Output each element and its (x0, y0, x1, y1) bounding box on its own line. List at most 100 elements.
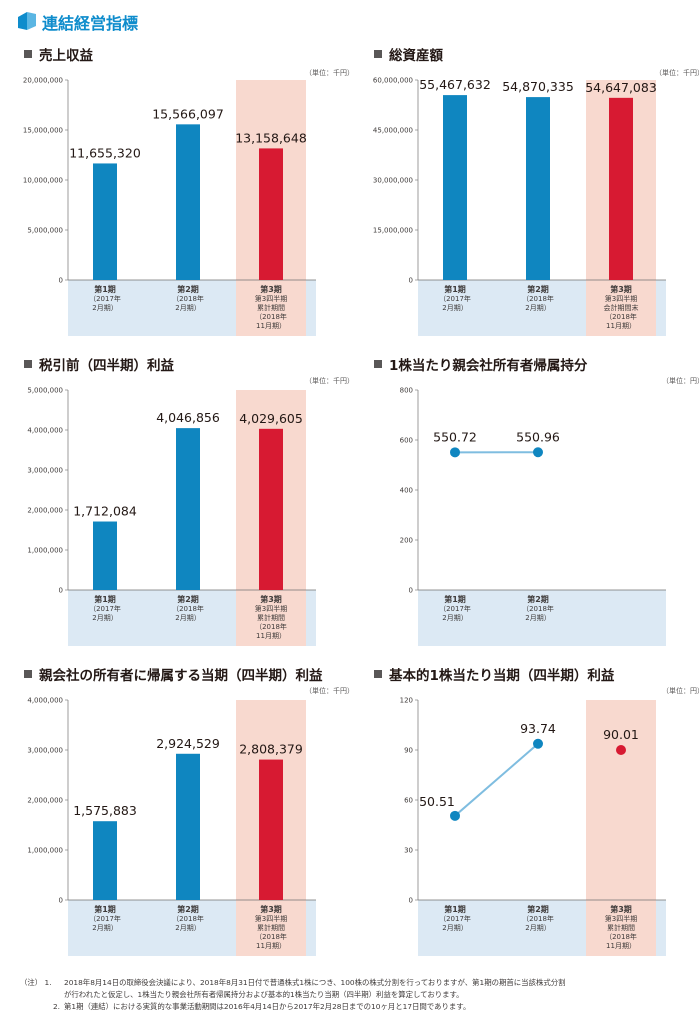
y-tick-label: 4,000,000 (27, 697, 63, 705)
data-point (616, 744, 626, 755)
highlight-column-base (236, 280, 306, 336)
y-tick-label: 30 (404, 847, 413, 855)
series-line (454, 743, 539, 817)
y-tick-label: 0 (59, 897, 63, 905)
footnote-number: 1. (44, 978, 52, 987)
revenue-chart-panel: 売上収益 （単位：千円） 0 5,000,000 10,000,000 15,000,… (14, 44, 364, 344)
y-tick-label: 10,000,000 (23, 177, 63, 185)
category-label: 第3期 (610, 284, 632, 294)
page-title: 連結経営指標 (42, 14, 139, 33)
data-label: 1,712,084 (73, 504, 137, 519)
category-sublabel: （2018年 (255, 312, 287, 321)
chart-title-text: 1株当たり親会社所有者帰属持分 (389, 358, 588, 374)
y-tick-label: 0 (409, 897, 413, 905)
category-sublabel: 第3四半期 (255, 914, 287, 923)
category-sublabel: 2月期） (525, 304, 550, 312)
highlight-column-base (236, 900, 306, 956)
data-label: 550.72 (433, 429, 477, 444)
category-label: 第2期 (177, 904, 199, 914)
y-tick-label: 3,000,000 (27, 467, 63, 475)
category-sublabel: 2月期） (175, 304, 200, 312)
footnote-tag-text: （注） (20, 978, 43, 987)
category-sublabel: 第3四半期 (605, 294, 637, 303)
unit-label: （単位：円） (662, 687, 699, 695)
category-sublabel: 2月期） (442, 614, 467, 622)
chart-title: 売上収益 (24, 44, 93, 64)
data-point (533, 738, 543, 749)
bar (176, 753, 200, 900)
eps-chart: 0306090120第1期（2017年2月期）第2期（2018年2月期）第3期第… (400, 697, 666, 956)
category-label: 第1期 (94, 594, 116, 604)
footnote-1-continued: が行われたと仮定し、1株当たり親会社所有者帰属持分および基本的1株当たり当期（四… (64, 990, 464, 999)
category-sublabel: 11月期） (606, 942, 636, 950)
y-tick-label: 0 (409, 277, 413, 285)
chart-title: 親会社の所有者に帰属する当期（四半期）利益 (24, 664, 323, 684)
category-sublabel: 2月期） (442, 924, 467, 932)
footnote-text: 2018年8月14日の取締役会決議により、2018年8月31日付で普通株式1株に… (64, 978, 566, 987)
y-tick-label: 5,000,000 (27, 227, 63, 235)
chart-title-text: 税引前（四半期）利益 (39, 358, 174, 374)
category-label: 第1期 (444, 594, 466, 604)
data-label: 4,046,856 (156, 410, 220, 425)
total-assets-chart: 0 15,000,000 30,000,000 45,000,000 60,000,00… (373, 77, 666, 336)
data-label: 15,566,097 (152, 106, 224, 121)
chart-title-text: 総資産額 (389, 48, 443, 64)
data-point (450, 447, 460, 458)
category-sublabel: （2018年 (255, 932, 287, 941)
category-label: 第1期 (94, 904, 116, 914)
data-label: 50.51 (419, 794, 455, 809)
y-tick-label: 60,000,000 (373, 77, 413, 85)
y-tick-label: 60 (404, 797, 413, 805)
category-sublabel: （2018年 (522, 914, 554, 923)
y-tick-label: 1,000,000 (27, 547, 63, 555)
y-tick-label: 20,000,000 (23, 77, 63, 85)
data-label: 2,924,529 (156, 736, 220, 751)
highlight-column-base (586, 900, 656, 956)
category-sublabel: （2017年 (439, 604, 471, 613)
category-label: 第2期 (527, 284, 549, 294)
chart-title: 基本的1株当たり当期（四半期）利益 (374, 664, 614, 684)
unit-label: （単位：千円） (305, 687, 354, 695)
footnote-text: 第1期（連結）における実質的な事業活動期間は2016年4月14日から2017年2… (64, 1002, 471, 1011)
y-tick-label: 3,000,000 (27, 747, 63, 755)
category-label: 第2期 (177, 594, 199, 604)
bar (93, 163, 117, 280)
y-tick-label: 4,000,000 (27, 427, 63, 435)
category-sublabel: 第3四半期 (255, 294, 287, 303)
category-sublabel: （2017年 (439, 914, 471, 923)
y-tick-label: 0 (409, 587, 413, 595)
category-sublabel: （2018年 (172, 604, 204, 613)
bar (259, 759, 283, 900)
bullet-square-icon (24, 670, 32, 678)
y-tick-label: 2,000,000 (27, 797, 63, 805)
data-label: 54,647,083 (585, 80, 657, 95)
bar (443, 95, 467, 280)
category-sublabel: 会計期間末 (604, 303, 639, 312)
highlight-column-base (236, 590, 306, 646)
total-assets-chart-panel: 総資産額 （単位：千円） 0 15,000,000 30,000,000 45,000… (364, 44, 699, 344)
bar (259, 428, 283, 590)
category-sublabel: （2017年 (89, 914, 121, 923)
net-profit-chart: 0 1,000,000 2,000,000 3,000,000 4,000,000 第1期… (27, 697, 316, 956)
y-tick-label: 2,000,000 (27, 507, 63, 515)
bullet-square-icon (24, 360, 32, 368)
y-tick-label: 15,000,000 (23, 127, 63, 135)
footnotes: （注） 1. 2018年8月14日の取締役会決議により、2018年8月31日付で… (20, 977, 690, 1013)
bar (93, 521, 117, 590)
category-sublabel: 11月期） (256, 322, 286, 330)
category-label: 第3期 (260, 904, 282, 914)
category-label: 第2期 (527, 904, 549, 914)
category-sublabel: 11月期） (256, 942, 286, 950)
category-sublabel: 11月期） (256, 632, 286, 640)
category-sublabel: 累計期間 (257, 613, 285, 622)
equity-per-share-chart: 0200400600800第1期（2017年2月期）第2期（2018年2月期）5… (400, 387, 666, 646)
footnote-number: 2. (52, 1002, 60, 1011)
data-label: 54,870,335 (502, 79, 574, 94)
y-tick-label: 90 (404, 747, 413, 755)
category-label: 第1期 (444, 284, 466, 294)
data-label: 11,655,320 (69, 145, 141, 160)
y-tick-label: 400 (400, 487, 413, 495)
category-band (418, 590, 666, 646)
category-sublabel: 2月期） (175, 614, 200, 622)
footnote-1: （注） 1. 2018年8月14日の取締役会決議により、2018年8月31日付で… (20, 977, 690, 989)
